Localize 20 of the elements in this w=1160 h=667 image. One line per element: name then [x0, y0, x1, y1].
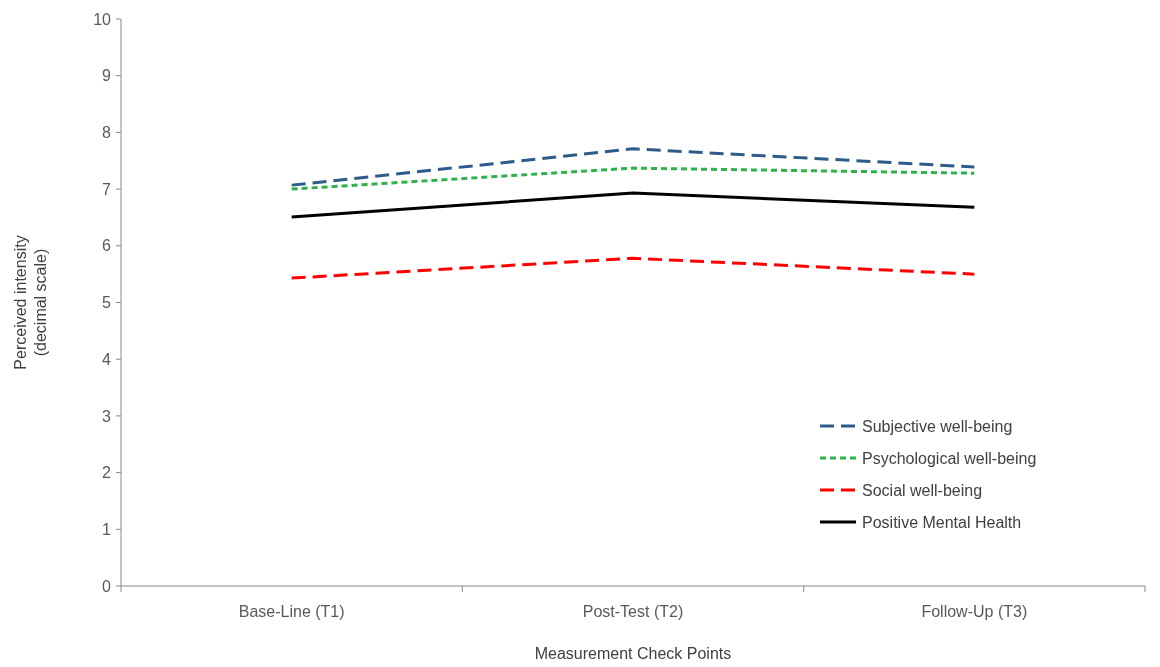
y-tick-label: 10 — [93, 10, 112, 28]
y-tick-label: 2 — [102, 464, 112, 482]
y-tick-label: 6 — [102, 237, 112, 255]
y-tick-label: 7 — [102, 180, 112, 198]
y-tick-label: 3 — [102, 407, 112, 425]
legend-label: Psychological well-being — [862, 449, 1037, 467]
x-tick-label: Base-Line (T1) — [238, 603, 345, 620]
y-tick-label: 4 — [102, 350, 112, 368]
legend-label: Subjective well-being — [862, 417, 1013, 435]
x-axis-title: Measurement Check Points — [534, 645, 732, 662]
legend-label: Social well-being — [862, 481, 983, 499]
legend-label: Positive Mental Health — [862, 513, 1022, 531]
y-tick-label: 5 — [102, 294, 112, 312]
y-tick-label: 1 — [102, 520, 112, 538]
y-tick-label: 0 — [102, 577, 112, 595]
x-tick-label: Post-Test (T2) — [582, 603, 684, 620]
y-axis-title: Perceived intensity (decimal scale) — [12, 235, 49, 370]
y-tick-label: 9 — [102, 67, 112, 85]
y-tick-label: 8 — [102, 124, 112, 141]
x-tick-label: Follow-Up (T3) — [921, 603, 1028, 620]
